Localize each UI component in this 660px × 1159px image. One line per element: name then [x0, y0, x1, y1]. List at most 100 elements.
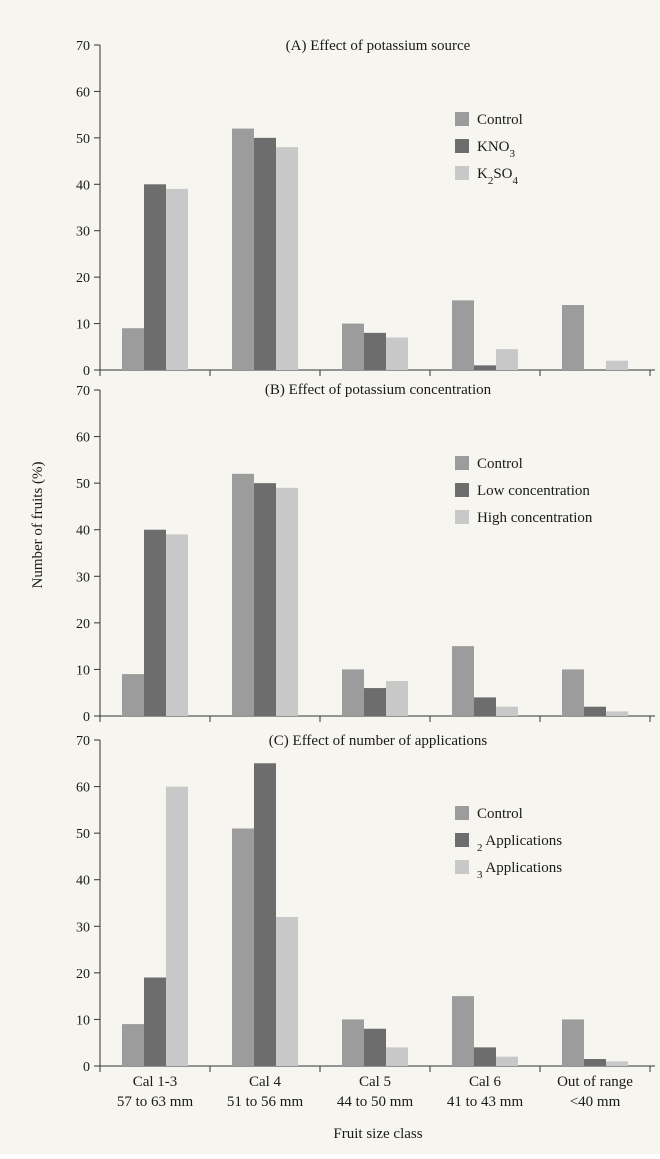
bar-control	[342, 323, 364, 370]
y-tick-label: 40	[76, 524, 90, 539]
y-tick-label: 0	[83, 364, 90, 379]
y-tick-label: 10	[76, 1013, 90, 1028]
bar-3-applications	[496, 1056, 518, 1066]
bar-low-concentration	[584, 706, 606, 716]
chart-panel: (A) Effect of potassium source 0 10 20 30 40 5…	[76, 38, 655, 379]
legend-swatch	[455, 139, 469, 153]
bar-2-applications	[584, 1059, 606, 1066]
y-tick-label: 0	[83, 710, 90, 725]
y-tick-label: 20	[76, 967, 90, 982]
bar-control	[122, 328, 144, 370]
bar-control	[122, 1024, 144, 1066]
bar-3-applications	[386, 1047, 408, 1066]
bar-control	[232, 473, 254, 716]
bar-control	[562, 1019, 584, 1066]
legend-label: KNO3	[477, 139, 516, 160]
bar-high-concentration	[166, 534, 188, 716]
chart-title: (B) Effect of potassium concentration	[265, 382, 492, 398]
y-tick-label: 60	[76, 431, 90, 446]
bar-control	[232, 828, 254, 1066]
bar-high-concentration	[606, 711, 628, 716]
legend-swatch	[455, 510, 469, 524]
legend-swatch	[455, 860, 469, 874]
legend-label: High concentration	[477, 510, 593, 526]
bar-k2so4	[166, 188, 188, 370]
bar-low-concentration	[474, 697, 496, 716]
x-tick-label: Cal 5	[359, 1074, 391, 1090]
bar-kno3	[144, 184, 166, 370]
bar-k2so4	[606, 360, 628, 370]
bar-2-applications	[254, 763, 276, 1066]
y-tick-label: 60	[76, 85, 90, 100]
bar-high-concentration	[496, 706, 518, 716]
y-tick-label: 70	[76, 384, 90, 399]
x-tick-label: 41 to 43 mm	[447, 1094, 524, 1110]
legend-label: Control	[477, 112, 523, 128]
y-tick-label: 30	[76, 225, 90, 240]
legend-label: 2 Applications	[477, 833, 562, 854]
legend-label: 3 Applications	[477, 860, 562, 881]
legend-label: Control	[477, 456, 523, 472]
legend-swatch	[455, 112, 469, 126]
bar-3-applications	[166, 786, 188, 1066]
bar-kno3	[364, 332, 386, 370]
y-tick-label: 10	[76, 663, 90, 678]
legend-swatch	[455, 483, 469, 497]
y-tick-label: 40	[76, 874, 90, 889]
x-tick-label: Out of range	[557, 1074, 633, 1090]
legend-swatch	[455, 456, 469, 470]
bar-control	[562, 305, 584, 370]
bar-low-concentration	[144, 529, 166, 716]
x-tick-label: <40 mm	[570, 1094, 621, 1110]
legend-swatch	[455, 166, 469, 180]
chart-panel: (C) Effect of number of applications 0 10 2…	[76, 733, 655, 1075]
x-category-labels: Cal 1-3 57 to 63 mm Cal 4 51 to 56 mm Cal 5 4…	[117, 1074, 633, 1110]
x-tick-label: 44 to 50 mm	[337, 1094, 414, 1110]
x-axis-label: Fruit size class	[333, 1126, 422, 1142]
y-tick-label: 50	[76, 132, 90, 147]
x-tick-label: Cal 1-3	[133, 1074, 178, 1090]
bar-low-concentration	[254, 483, 276, 716]
chart-panels: (A) Effect of potassium source 0 10 20 30 40 5…	[76, 38, 655, 1075]
chart-title: (C) Effect of number of applications	[269, 733, 488, 749]
y-tick-label: 0	[83, 1060, 90, 1075]
bar-high-concentration	[276, 487, 298, 716]
bar-kno3	[474, 365, 496, 370]
legend-label: K2SO4	[477, 166, 519, 187]
y-tick-label: 20	[76, 617, 90, 632]
y-tick-label: 30	[76, 920, 90, 935]
bar-control	[452, 300, 474, 370]
bar-k2so4	[496, 349, 518, 370]
legend-swatch	[455, 806, 469, 820]
legend-label: Control	[477, 806, 523, 822]
y-tick-label: 10	[76, 318, 90, 333]
y-tick-label: 40	[76, 178, 90, 193]
legend-swatch	[455, 833, 469, 847]
bar-high-concentration	[386, 681, 408, 716]
y-axis-label: Number of fruits (%)	[30, 461, 46, 588]
x-tick-label: Cal 4	[249, 1074, 282, 1090]
bar-kno3	[254, 137, 276, 370]
bar-control	[452, 996, 474, 1066]
bar-low-concentration	[364, 688, 386, 716]
y-tick-label: 50	[76, 477, 90, 492]
legend-label: Low concentration	[477, 483, 590, 499]
x-tick-label: 51 to 56 mm	[227, 1094, 304, 1110]
chart-panel: (B) Effect of potassium concentration 0 10…	[76, 382, 655, 725]
bar-2-applications	[364, 1028, 386, 1066]
y-tick-label: 70	[76, 734, 90, 749]
bar-control	[232, 128, 254, 370]
y-tick-label: 50	[76, 827, 90, 842]
bar-k2so4	[386, 337, 408, 370]
bar-control	[452, 646, 474, 716]
bar-control	[562, 669, 584, 716]
bar-2-applications	[144, 977, 166, 1066]
x-tick-label: 57 to 63 mm	[117, 1094, 194, 1110]
bar-2-applications	[474, 1047, 496, 1066]
y-tick-label: 30	[76, 570, 90, 585]
bar-k2so4	[276, 147, 298, 370]
x-tick-label: Cal 6	[469, 1074, 502, 1090]
